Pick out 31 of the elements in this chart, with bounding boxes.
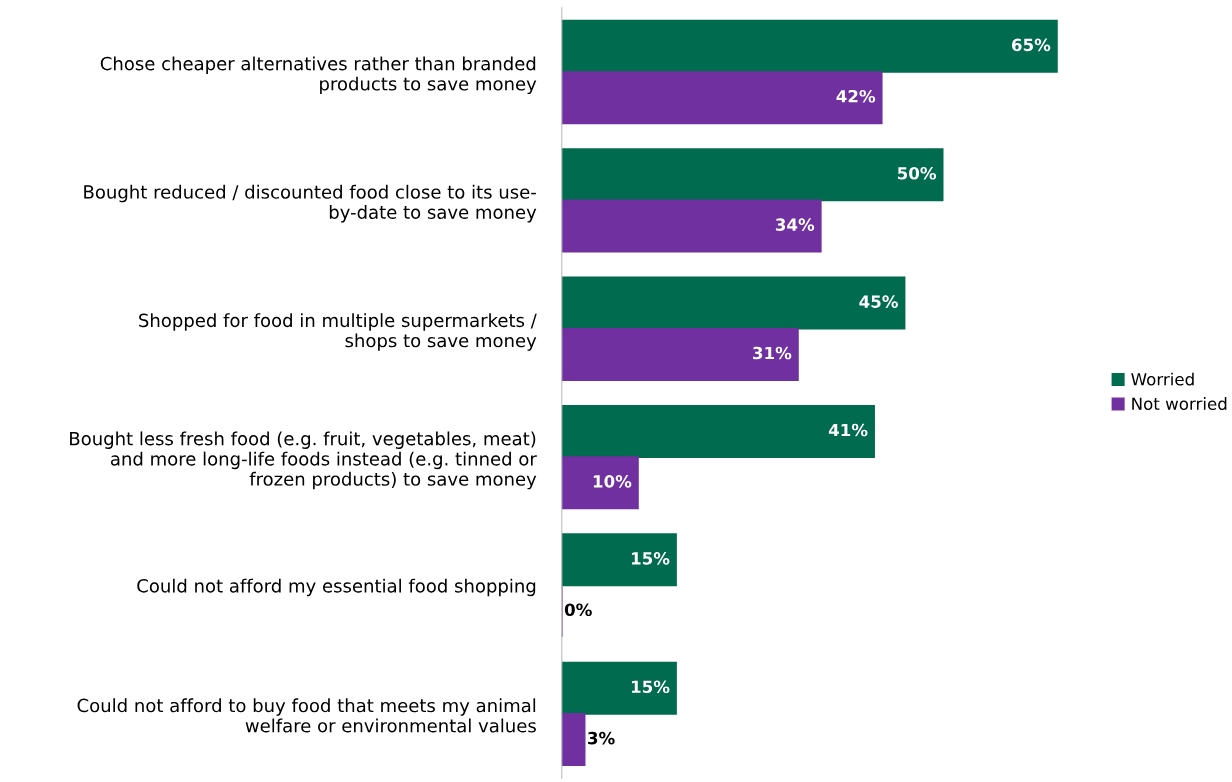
legend-label: Not worried — [1132, 397, 1227, 411]
data-label: 34% — [775, 218, 815, 231]
bar — [561, 19, 1058, 73]
bar — [561, 148, 944, 202]
data-label: 15% — [631, 680, 670, 694]
data-label: 3% — [588, 731, 615, 745]
data-label: 10% — [593, 475, 632, 488]
bar — [561, 327, 799, 381]
y-tick-label: Bought less fresh food (e.g. fruit, vegetables, meat) and more long-life foods instead (e.g. tinned or frozen products) to save money — [70, 431, 537, 490]
bar — [561, 199, 822, 253]
data-label: 50% — [897, 166, 937, 180]
y-tick-label: Could not afford to buy food that meets my animal welfare or environmental values — [77, 698, 536, 733]
y-tick-label: Bought reduced / discounted food close to its use- by-date to save money — [84, 184, 537, 223]
legend-label: Worried — [1131, 372, 1194, 386]
y-tick-label: Shopped for food in multiple supermarkets / shops to save money — [139, 313, 537, 351]
bar — [561, 71, 883, 125]
data-label: 0% — [564, 603, 592, 617]
bar — [561, 456, 639, 510]
data-label: 42% — [836, 89, 876, 103]
data-label: 41% — [828, 423, 868, 437]
bar — [561, 533, 677, 587]
data-label: 45% — [859, 295, 898, 308]
bar — [561, 276, 906, 330]
data-label: 65% — [1011, 38, 1051, 52]
bar — [561, 713, 586, 767]
bar — [561, 661, 677, 715]
bar — [561, 404, 875, 458]
data-label: 15% — [631, 552, 670, 565]
data-label: 31% — [753, 346, 792, 360]
y-tick-label: Could not afford my essential food shopping — [137, 578, 536, 597]
y-tick-label: Chose cheaper alternatives rather than branded products to save money — [100, 56, 537, 95]
